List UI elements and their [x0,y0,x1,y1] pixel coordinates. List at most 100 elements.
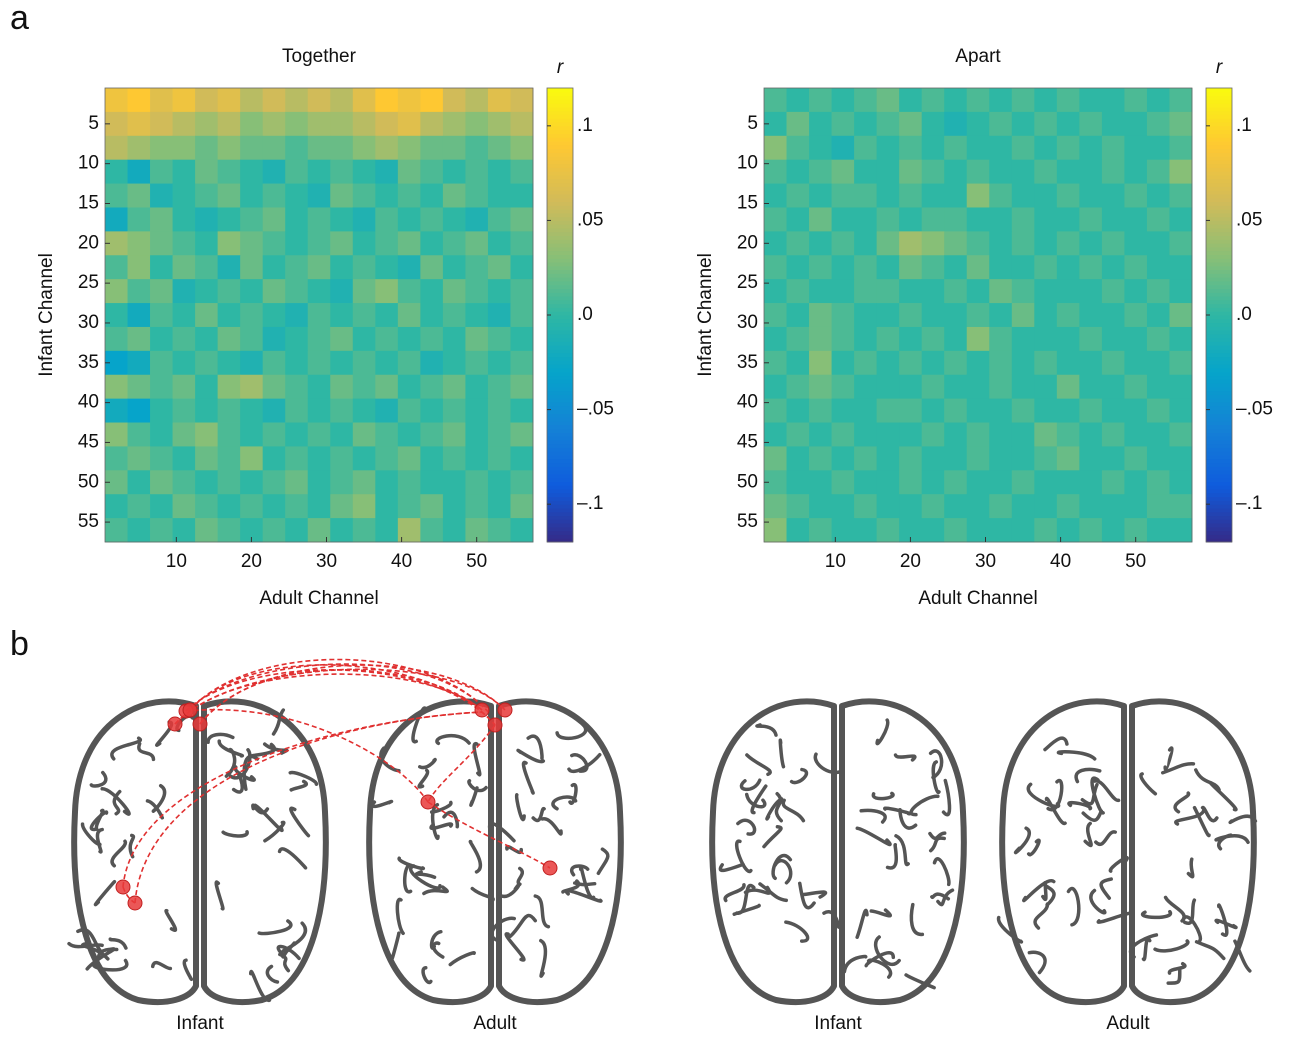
colorbar-swatch [1206,519,1232,524]
heatmap-cell [262,183,286,208]
heatmap-cell [944,231,968,256]
heatmap-cell [307,518,331,543]
colorbar-swatch [1206,417,1232,422]
colorbar-swatch [1206,235,1232,240]
heatmap-cell [944,88,968,113]
colorbar-swatch [1206,489,1232,494]
heatmap-cell [510,446,534,471]
gyrus [468,839,483,874]
heatmap-cell [1079,135,1103,161]
colorbar-swatch [1206,227,1232,233]
colorbar-tick-label: .1 [577,115,593,136]
heatmap-cell [375,326,399,352]
heatmap-cell [262,279,286,304]
heatmap-cell [420,303,444,328]
gyrus [281,921,307,953]
gyrus [871,791,895,801]
heatmap-cell [1011,183,1035,208]
heatmap-cell [854,518,878,543]
colorbar-swatch [1206,262,1232,267]
connection [185,663,491,715]
brain-label: Infant [176,1013,224,1034]
channel-dot [420,794,436,810]
gyrus [1186,857,1195,879]
heatmap-cell [150,207,173,232]
gyrus [885,842,899,870]
heatmap-cell [764,88,787,113]
heatmap-cell [1056,159,1080,184]
gyrus [842,954,868,974]
gyrus [931,760,941,794]
heatmap-cell [465,159,489,184]
gyrus [1160,762,1196,775]
heatmap-cell [876,398,900,423]
heatmap-cell [1124,303,1148,328]
gyrus [572,881,597,887]
heatmap-cell [307,350,331,376]
heatmap-cell [854,231,878,256]
colorbar-swatch [1206,315,1232,320]
colorbar-swatch [1206,129,1232,134]
colorbar-swatch [547,129,573,134]
hemisphere [71,698,199,1006]
heatmap-cell [1011,494,1035,519]
heatmap-cell [150,183,173,208]
heatmap-cell [105,494,128,519]
heatmap-cell [876,279,900,304]
heatmap-cell [420,207,444,232]
gyrus [1163,746,1174,771]
heatmap-cell [1034,159,1058,184]
heatmap-cell [1011,446,1035,471]
heatmap-cell [397,255,421,280]
heatmap-cell [1124,398,1148,423]
colorbar-swatch [1206,190,1232,195]
colorbar-swatch [547,326,573,331]
heatmap-cell [330,279,354,304]
colorbar-swatch [547,424,573,429]
heatmap-cell [921,422,945,447]
heatmap-cell [854,303,878,328]
colorbar-swatch [1206,186,1232,191]
heatmap-cell [786,207,810,232]
heatmap-cell [442,494,466,519]
heatmap-cell [150,279,173,304]
gyrus [248,969,272,1002]
heatmap-cell [1079,88,1103,113]
gyrus [1066,886,1081,927]
colorbar-swatch [547,197,573,202]
heatmap-cell [1079,422,1103,447]
heatmap-cell [420,159,444,184]
heatmap-cell [899,135,923,161]
heatmap-cell [195,111,219,137]
heatmap-cell [307,374,331,400]
heatmap-cell [330,422,354,447]
heatmap-cell [397,446,421,471]
heatmap-cell [375,231,399,256]
heatmap-cell [465,470,489,495]
heatmap-cell [1124,183,1148,208]
heatmap-cell [1169,135,1193,161]
heatmap-cell [127,350,151,376]
gyrus [596,847,610,876]
heatmap-cell [899,494,923,519]
colorbar-swatch [1206,311,1232,316]
channel-dot [167,716,183,732]
heatmap-cell [1011,255,1035,280]
colorbar-swatch [547,167,573,172]
gyrus [422,885,450,896]
colorbar-swatch [1206,341,1232,346]
gyrus [1233,939,1252,973]
gyrus [1056,750,1097,761]
heatmap-cell [1056,350,1080,376]
heatmap-cell [944,159,968,184]
heatmap-cell [397,111,421,137]
heatmap-cell [420,279,444,304]
heatmap-cell [330,231,354,256]
colorbar-swatch [1206,515,1232,520]
heatmap-cell [352,135,376,161]
gyrus [531,807,546,823]
colorbar-swatch [547,224,573,229]
heatmap-cell [352,326,376,352]
x-tick-label: 30 [975,551,996,572]
connection [134,711,483,904]
